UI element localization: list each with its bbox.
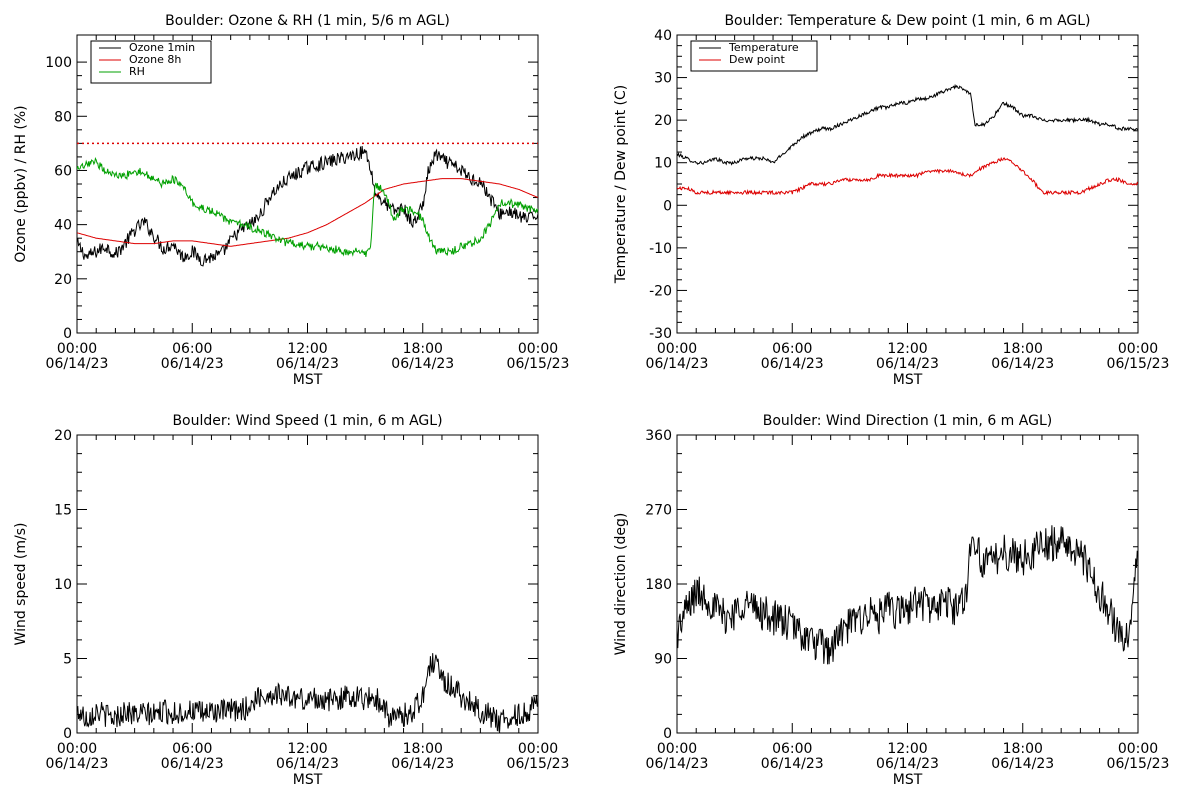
x-tick-time-label: 00:00 (518, 741, 558, 757)
y-tick-label: 270 (645, 503, 672, 519)
chart-panel-2: Boulder: Temperature & Dew point (1 min,… (613, 13, 1169, 388)
legend-label: Temperature (728, 41, 799, 54)
series-line-temperature (677, 83, 1138, 166)
x-tick-date-label: 06/14/23 (391, 756, 454, 772)
x-axis-label: MST (893, 772, 923, 788)
x-tick-date-label: 06/14/23 (46, 356, 109, 372)
series-line-dew-point (677, 156, 1138, 196)
y-tick-label: 40 (654, 28, 672, 44)
y-axis-label: Wind direction (deg) (613, 513, 629, 656)
x-tick-date-label: 06/14/23 (876, 356, 939, 372)
x-tick-date-label: 06/14/23 (276, 356, 339, 372)
legend-label: Ozone 1min (129, 41, 195, 54)
x-tick-date-label: 06/14/23 (991, 356, 1054, 372)
y-tick-label: 0 (663, 198, 672, 214)
x-tick-time-label: 00:00 (1118, 341, 1158, 357)
x-tick-time-label: 18:00 (403, 341, 443, 357)
series-line-ozone-8h (77, 178, 538, 247)
x-tick-time-label: 06:00 (172, 341, 212, 357)
y-tick-label: 180 (645, 577, 672, 593)
x-tick-date-label: 06/15/23 (1107, 356, 1170, 372)
x-tick-time-label: 00:00 (657, 741, 697, 757)
x-tick-date-label: 06/15/23 (1107, 756, 1170, 772)
y-axis-label: Ozone (ppbv) / RH (%) (13, 105, 29, 262)
legend-label: RH (129, 65, 145, 78)
series-line-0 (77, 653, 538, 732)
y-tick-label: 0 (63, 326, 72, 342)
y-tick-label: -20 (649, 283, 672, 299)
legend-label: Dew point (729, 53, 785, 66)
y-axis-label: Wind speed (m/s) (13, 523, 29, 646)
x-tick-date-label: 06/14/23 (161, 356, 224, 372)
y-tick-label: 20 (54, 428, 72, 444)
y-tick-label: 0 (663, 726, 672, 742)
chart-title: Boulder: Wind Speed (1 min, 6 m AGL) (172, 413, 442, 429)
chart-panel-1: Boulder: Ozone & RH (1 min, 5/6 m AGL) 0 2… (13, 13, 569, 388)
plot-frame (676, 34, 1139, 334)
y-tick-label: 100 (45, 55, 72, 71)
series-line-0 (677, 525, 1138, 665)
y-tick-label: 60 (54, 163, 72, 179)
plot-frame (76, 434, 539, 734)
y-tick-label: 40 (54, 218, 72, 234)
chart-title: Boulder: Wind Direction (1 min, 6 m AGL) (763, 413, 1052, 429)
x-tick-time-label: 18:00 (403, 741, 443, 757)
x-tick-time-label: 12:00 (287, 341, 327, 357)
y-tick-label: 360 (645, 428, 672, 444)
x-axis-label: MST (293, 772, 323, 788)
y-axis-label: Temperature / Dew point (C) (613, 85, 629, 284)
x-tick-time-label: 18:00 (1003, 341, 1043, 357)
x-tick-date-label: 06/14/23 (646, 356, 709, 372)
x-tick-date-label: 06/15/23 (507, 356, 570, 372)
y-tick-label: -10 (649, 241, 672, 257)
chart-panel-4: Boulder: Wind Direction (1 min, 6 m AGL)… (613, 413, 1169, 788)
x-tick-time-label: 06:00 (772, 741, 812, 757)
x-tick-time-label: 00:00 (657, 341, 697, 357)
x-tick-time-label: 12:00 (887, 741, 927, 757)
chart-title: Boulder: Temperature & Dew point (1 min,… (724, 13, 1090, 29)
x-tick-date-label: 06/14/23 (991, 756, 1054, 772)
y-tick-label: 20 (54, 272, 72, 288)
x-tick-date-label: 06/15/23 (507, 756, 570, 772)
plot-frame (676, 434, 1139, 734)
x-tick-time-label: 00:00 (57, 341, 97, 357)
x-tick-date-label: 06/14/23 (46, 756, 109, 772)
legend-box (690, 40, 818, 72)
y-tick-label: 5 (63, 652, 72, 668)
x-tick-date-label: 06/14/23 (161, 756, 224, 772)
y-tick-label: 10 (654, 156, 672, 172)
x-tick-date-label: 06/14/23 (876, 756, 939, 772)
series-line-rh (77, 157, 538, 257)
chart-panel-3: Boulder: Wind Speed (1 min, 6 m AGL) 0 5 10… (13, 413, 569, 788)
y-tick-label: 20 (654, 113, 672, 129)
y-tick-label: 10 (54, 577, 72, 593)
chart-title: Boulder: Ozone & RH (1 min, 5/6 m AGL) (165, 13, 450, 29)
x-tick-time-label: 00:00 (57, 741, 97, 757)
x-tick-time-label: 18:00 (1003, 741, 1043, 757)
x-tick-time-label: 06:00 (772, 341, 812, 357)
x-tick-date-label: 06/14/23 (391, 356, 454, 372)
x-tick-time-label: 06:00 (172, 741, 212, 757)
x-tick-time-label: 00:00 (518, 341, 558, 357)
series-line-ozone-1min (77, 145, 538, 267)
y-tick-label: 80 (54, 109, 72, 125)
x-tick-time-label: 12:00 (887, 341, 927, 357)
y-tick-label: 15 (54, 503, 72, 519)
legend-label: Ozone 8h (129, 53, 181, 66)
x-axis-label: MST (893, 372, 923, 388)
y-tick-label: 0 (63, 726, 72, 742)
x-tick-date-label: 06/14/23 (761, 756, 824, 772)
y-tick-label: 90 (654, 652, 672, 668)
x-tick-time-label: 00:00 (1118, 741, 1158, 757)
y-tick-label: -30 (649, 326, 672, 342)
x-tick-date-label: 06/14/23 (276, 756, 339, 772)
x-tick-date-label: 06/14/23 (761, 356, 824, 372)
y-tick-label: 30 (654, 71, 672, 87)
x-axis-label: MST (293, 372, 323, 388)
x-tick-date-label: 06/14/23 (646, 756, 709, 772)
x-tick-time-label: 12:00 (287, 741, 327, 757)
